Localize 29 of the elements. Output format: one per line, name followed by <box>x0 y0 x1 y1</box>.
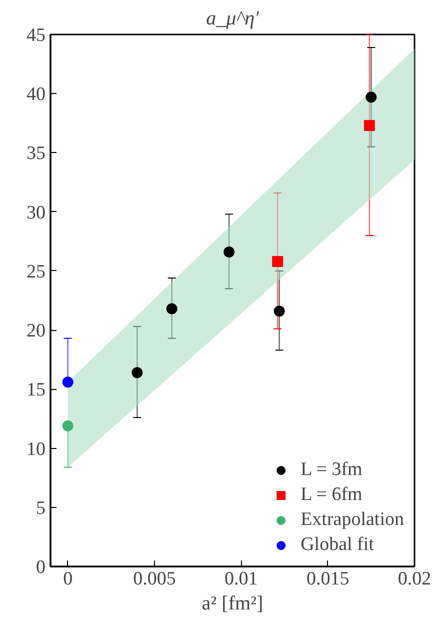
point <box>62 420 74 432</box>
y-tick-label: 45 <box>26 25 46 46</box>
x-tick-label: 0.005 <box>133 568 176 590</box>
x-tick-label: 0.01 <box>224 568 258 590</box>
x-axis-title: a² [fm²] <box>202 592 264 614</box>
y-tick-label: 25 <box>26 261 46 282</box>
point <box>224 246 235 258</box>
y-tick-label: 40 <box>26 84 46 106</box>
point <box>364 120 375 132</box>
y-tick-label: 35 <box>26 143 46 164</box>
y-tick-label: 15 <box>26 380 46 401</box>
chart-title: a_μ^η′ <box>206 8 260 30</box>
point <box>62 376 74 388</box>
point <box>274 306 285 317</box>
y-tick-label: 5 <box>36 498 46 519</box>
point <box>132 367 143 378</box>
point <box>272 256 284 267</box>
legend-label: Global fit <box>300 534 374 556</box>
y-tick-label: 30 <box>26 202 46 224</box>
x-tick-label: 0.015 <box>306 568 350 590</box>
y-tick-label: 20 <box>26 320 46 342</box>
point <box>366 92 377 103</box>
legend-label: Extrapolation <box>300 509 404 531</box>
point <box>166 303 178 314</box>
legend-label: L = 6fm <box>300 484 362 506</box>
x-tick-label: 0.02 <box>398 568 432 590</box>
y-tick-label: 10 <box>26 438 46 460</box>
x-tick-label: 0 <box>63 568 73 590</box>
legend-label: L = 3fm <box>300 459 362 481</box>
